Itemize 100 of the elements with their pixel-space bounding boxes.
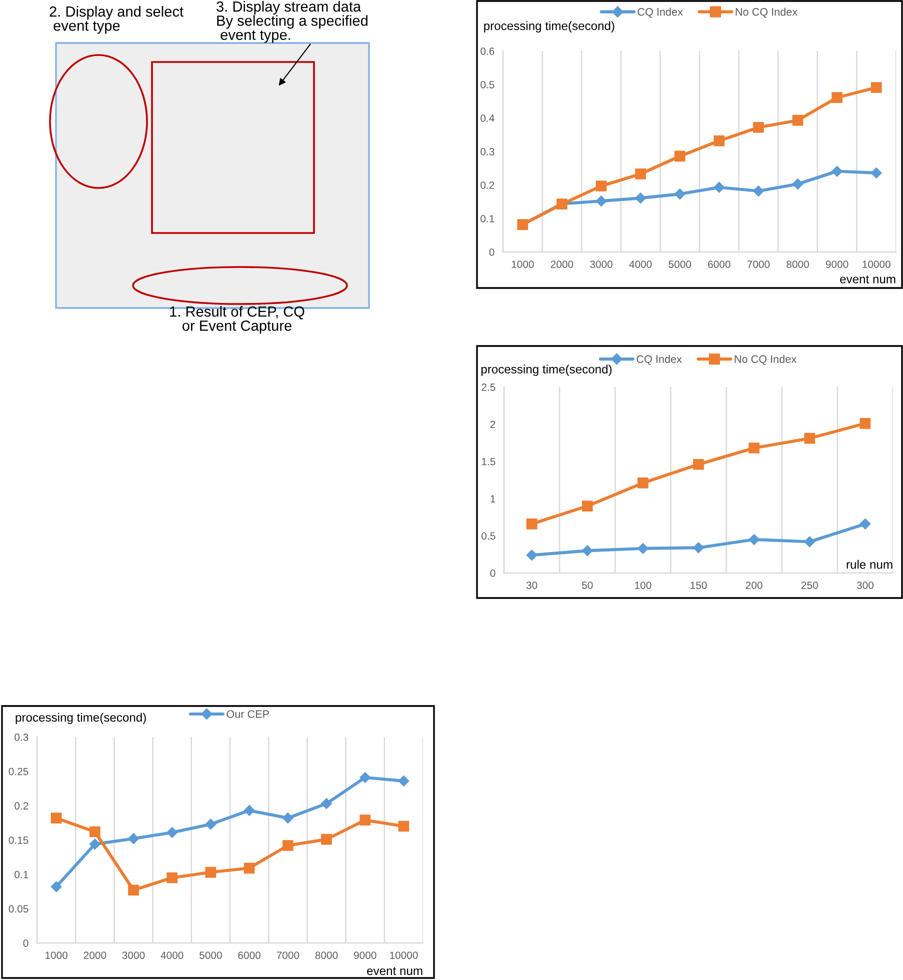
point <box>635 168 646 180</box>
point <box>166 872 178 884</box>
legend-label: No CQ Index <box>736 8 798 18</box>
x-tick-label: 6000 <box>238 952 260 959</box>
x-tick-label: 30 <box>526 582 538 589</box>
point <box>804 536 816 548</box>
y-axis-title: processing time(second) <box>484 21 614 33</box>
point <box>674 188 686 200</box>
point <box>398 775 410 786</box>
x-tick-label: 2000 <box>550 260 574 268</box>
x-tick-label: 50 <box>582 582 593 589</box>
point <box>714 135 725 146</box>
legend-label: CQ Index <box>638 8 683 18</box>
point <box>89 826 100 838</box>
x-tick-label: 6000 <box>708 260 730 268</box>
x-tick-label: 3000 <box>122 952 145 959</box>
x-tick-label: 100 <box>635 582 652 589</box>
y-tick-label: 0.4 <box>480 114 494 122</box>
x-tick-label: 7000 <box>747 260 770 268</box>
y-tick-label: 2 <box>490 420 496 428</box>
x-tick-label: 5000 <box>668 260 692 268</box>
point <box>244 805 255 816</box>
point <box>128 833 139 844</box>
y-tick-label: 1.5 <box>482 458 496 466</box>
point <box>596 180 607 192</box>
x-tick-label: 4000 <box>629 260 652 268</box>
point <box>282 840 294 851</box>
point <box>596 196 607 207</box>
point <box>526 518 538 530</box>
point <box>792 114 804 126</box>
x-tick-label: 200 <box>746 582 762 589</box>
legend-label: Our CEP <box>226 710 269 718</box>
x-axis-title: event num <box>840 275 896 284</box>
point <box>128 884 139 896</box>
y-tick-label: 0.5 <box>482 532 496 540</box>
x-tick-label: 7000 <box>276 952 300 959</box>
point <box>321 798 332 810</box>
y-tick-label: 1 <box>490 495 496 502</box>
y-tick-label: 0.6 <box>480 48 494 55</box>
point <box>752 186 764 196</box>
y-axis-title: processing time(second) <box>481 364 612 376</box>
x-tick-label: 9000 <box>826 260 848 268</box>
point <box>638 478 648 488</box>
point <box>870 167 882 178</box>
point <box>870 82 882 93</box>
point <box>526 550 538 561</box>
y-axis-title: processing time(second) <box>16 712 146 724</box>
point <box>693 458 704 470</box>
legend-label: CQ Index <box>636 354 682 365</box>
point <box>860 518 871 530</box>
x-tick-label: 150 <box>690 582 707 589</box>
y-tick-label: 0 <box>23 940 28 947</box>
y-tick-label: 0 <box>490 570 496 577</box>
point <box>832 92 842 103</box>
y-tick-label: 0.2 <box>14 802 28 810</box>
point <box>804 432 816 444</box>
y-tick-label: 0.25 <box>8 768 28 776</box>
y-tick-label: 0 <box>489 248 494 256</box>
x-tick-label: 3000 <box>590 260 612 268</box>
point <box>693 542 704 554</box>
point <box>714 182 725 193</box>
point <box>748 442 760 454</box>
point <box>635 192 646 204</box>
y-tick-label: 0.3 <box>480 148 494 156</box>
point <box>205 818 216 830</box>
point <box>89 838 100 850</box>
x-tick-label: 10000 <box>862 260 890 268</box>
y-tick-label: 0.1 <box>480 215 494 222</box>
point <box>244 862 255 874</box>
point <box>360 814 371 826</box>
y-tick-label: 0.05 <box>8 905 28 913</box>
x-tick-label: 1000 <box>512 260 534 268</box>
point <box>282 812 294 824</box>
x-tick-label: 250 <box>801 582 818 589</box>
point <box>398 820 410 832</box>
y-tick-label: 0.2 <box>480 182 494 189</box>
x-tick-label: 4000 <box>160 952 184 959</box>
text: 1. Result of CEP, CQ or Event Capture <box>170 306 304 334</box>
x-tick-label: 8000 <box>315 952 338 959</box>
y-tick-label: 0.15 <box>8 836 28 844</box>
point <box>832 166 843 177</box>
legend-label: No CQ Index <box>734 354 796 365</box>
y-tick-label: 0.3 <box>14 734 28 741</box>
x-tick-label: 5000 <box>200 952 222 959</box>
point <box>50 881 62 892</box>
x-tick-label: 300 <box>856 582 874 589</box>
point <box>166 826 178 838</box>
x-tick-label: 1000 <box>46 952 68 959</box>
text: 2. Display and select event type <box>50 6 184 34</box>
point <box>360 772 371 783</box>
x-tick-label: 8000 <box>786 260 809 268</box>
point <box>582 545 593 556</box>
point <box>582 500 593 512</box>
point <box>753 122 764 133</box>
point <box>860 418 871 429</box>
y-tick-label: 0.5 <box>480 81 494 88</box>
y-tick-label: 0.1 <box>14 870 28 878</box>
x-axis-title: rule num <box>846 560 892 569</box>
x-tick-label: 9000 <box>354 952 376 959</box>
point <box>792 178 804 190</box>
